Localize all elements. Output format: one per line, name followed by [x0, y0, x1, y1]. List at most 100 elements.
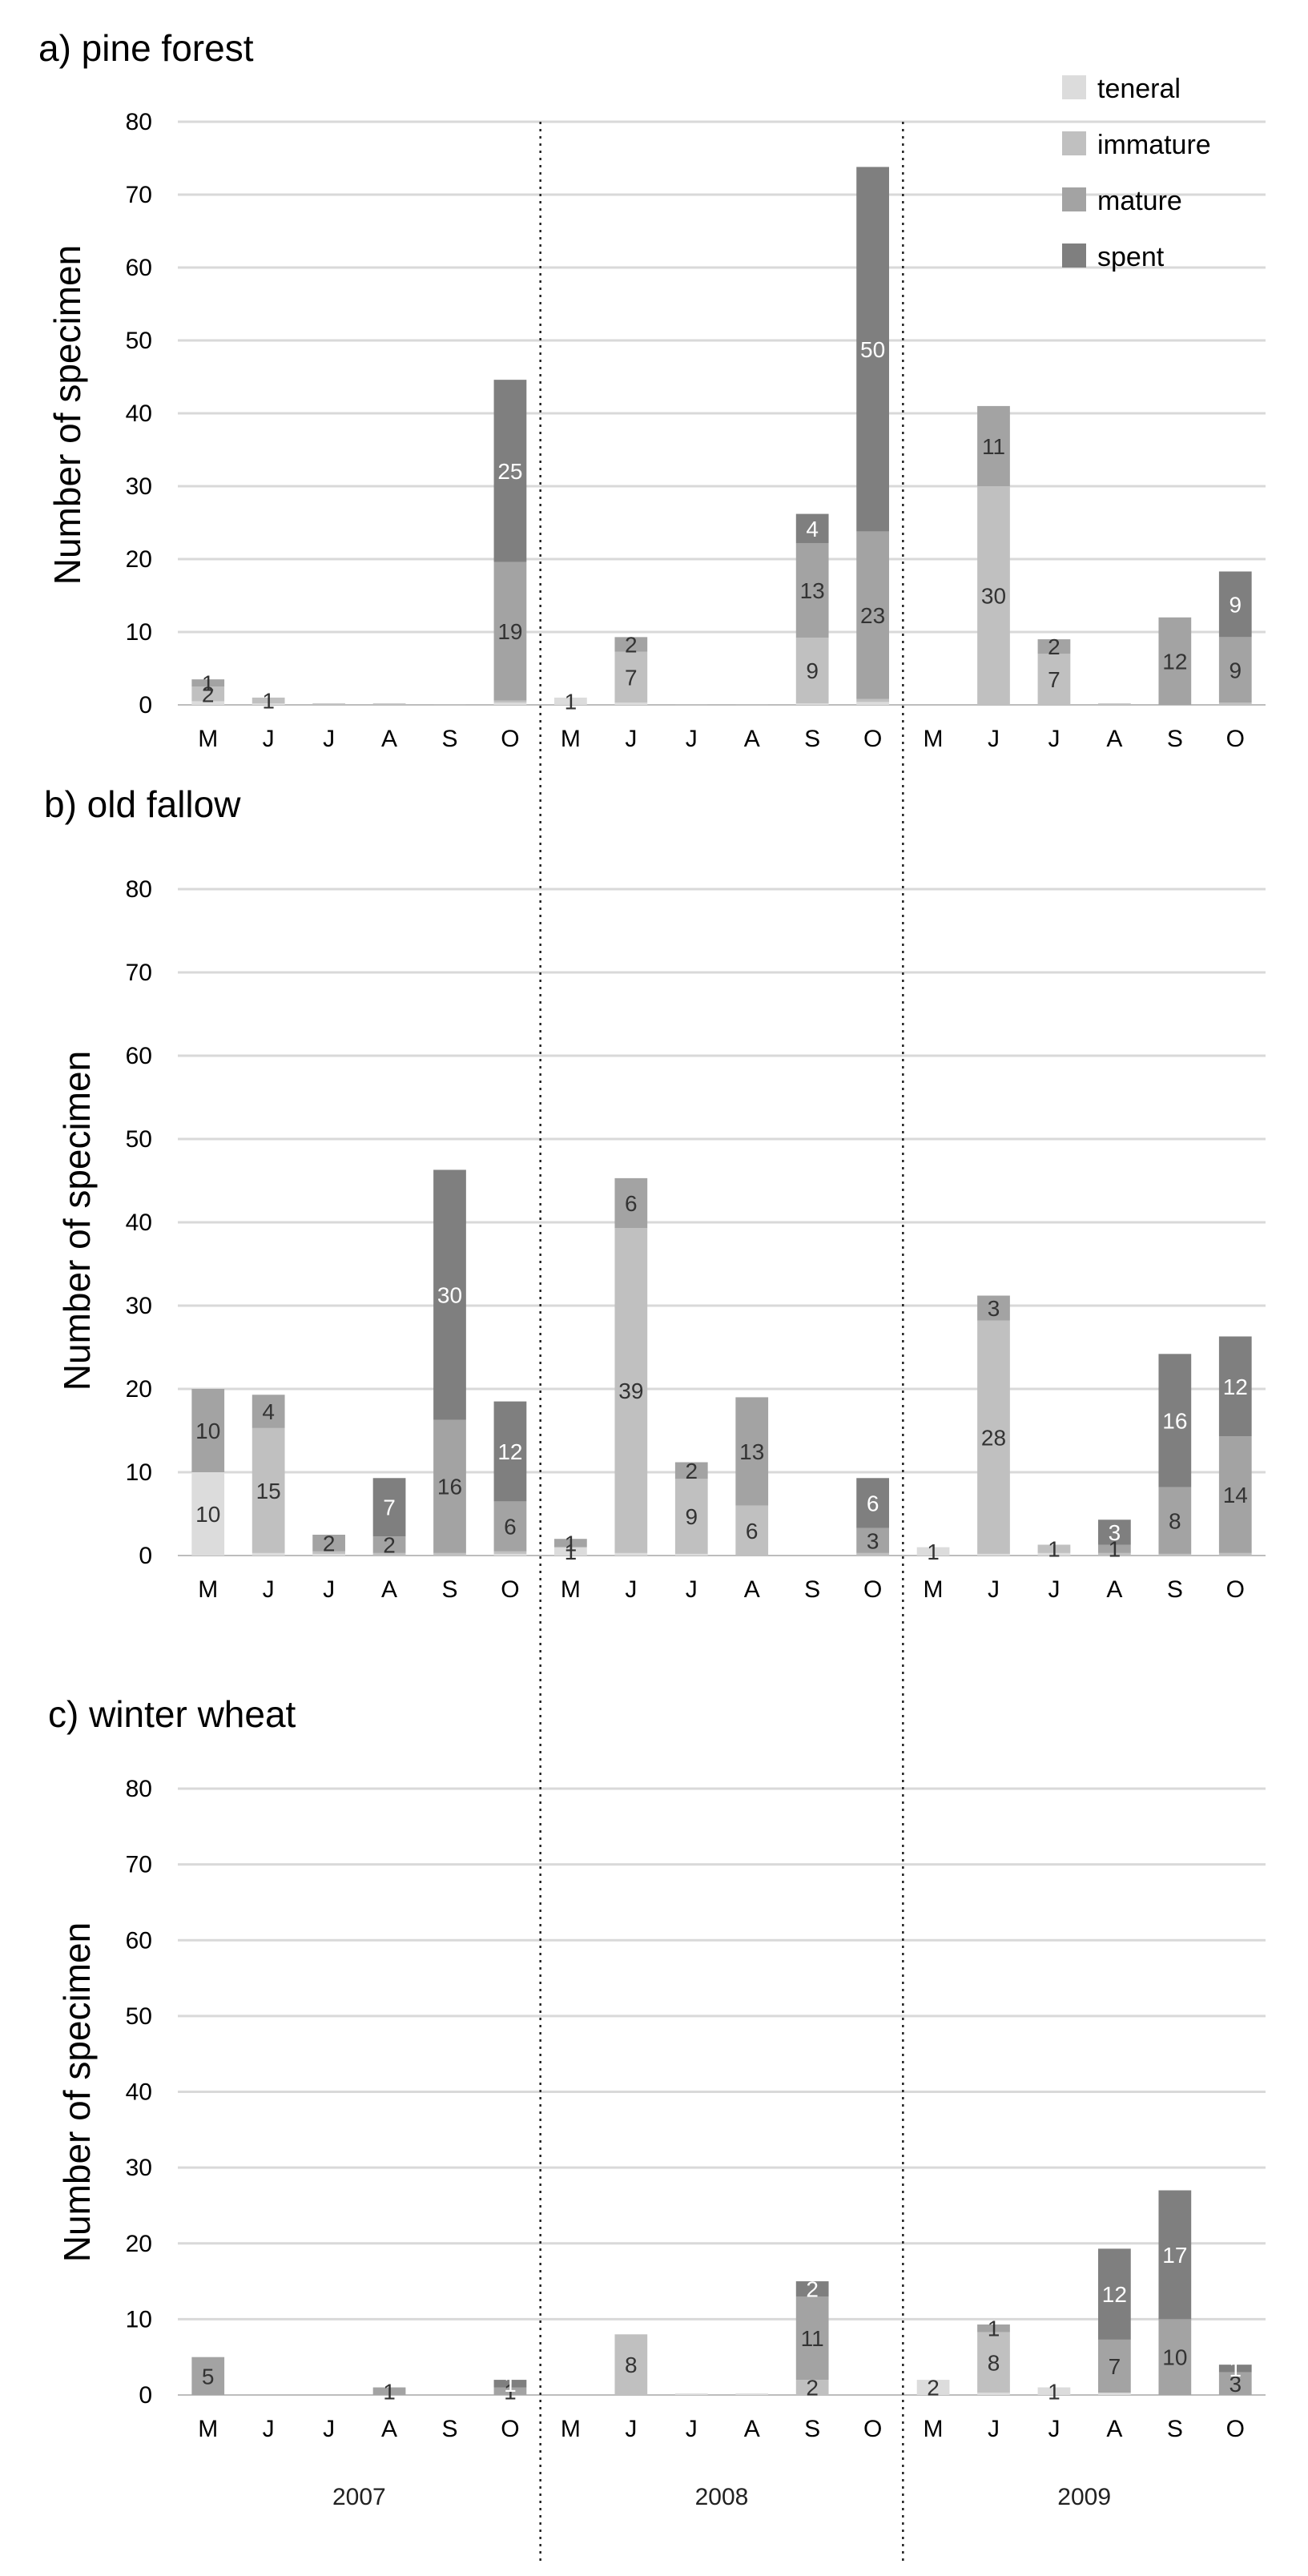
data-label: 10 — [1162, 2345, 1187, 2370]
x-tick-label: A — [381, 1576, 397, 1603]
data-label: 9 — [1229, 658, 1242, 682]
panel-title: a) pine forest — [38, 27, 254, 69]
bar-segment-immature — [433, 704, 466, 706]
data-label: 1 — [202, 671, 215, 696]
year-label: 2007 — [332, 2484, 386, 2510]
bar-segment-mature — [795, 2296, 829, 2381]
data-label: 2 — [202, 682, 215, 706]
x-tick-label: J — [1048, 726, 1060, 752]
data-label: 1 — [565, 1531, 578, 1556]
data-label: 15 — [256, 1479, 281, 1503]
x-tick-label: J — [988, 726, 1000, 752]
data-label: 1 — [988, 2316, 1000, 2341]
data-label: 11 — [982, 434, 1005, 459]
bar-segment-immature — [614, 1228, 648, 1553]
bar-segment-mature — [674, 1462, 708, 1479]
bar-segment-teneral — [493, 1553, 527, 1556]
bar-segment-immature — [856, 698, 889, 702]
x-tick-label: J — [323, 1576, 335, 1603]
y-tick-label: 10 — [126, 619, 152, 646]
bar-segment-immature — [433, 1552, 466, 1556]
bar-segment-teneral — [191, 1472, 225, 1556]
bar-segment-mature — [312, 1535, 345, 1552]
x-tick-label: S — [804, 726, 820, 752]
data-label: 12 — [1223, 1375, 1248, 1399]
bar-segment-immature — [735, 1505, 769, 1556]
data-label: 25 — [497, 459, 522, 484]
y-tick-label: 40 — [126, 1210, 152, 1236]
bar-segment-spent — [1158, 1354, 1192, 1487]
bar-segment-mature — [1098, 1544, 1131, 1553]
bar-segment-teneral — [856, 702, 889, 705]
bar-segment-mature — [433, 1419, 466, 1553]
x-tick-label: J — [625, 726, 637, 752]
bar-segment-immature — [1037, 654, 1071, 705]
bar-segment-immature — [977, 486, 1010, 705]
data-label: 19 — [497, 619, 522, 644]
x-tick-label: M — [924, 726, 944, 752]
year-label: 2008 — [695, 2484, 749, 2510]
data-label: 1 — [383, 2379, 396, 2404]
bar-segment-mature — [1098, 2339, 1131, 2393]
bar-segment-teneral — [191, 701, 225, 705]
bar-segment-immature — [674, 1479, 708, 1554]
bar-segment-mature — [1218, 637, 1252, 703]
x-tick-label: A — [744, 1576, 760, 1603]
data-label: 1 — [927, 1540, 940, 1564]
data-label: 9 — [685, 1504, 698, 1529]
bar-segment-spent — [1098, 2248, 1131, 2340]
bar-segment-mature — [856, 531, 889, 699]
y-tick-label: 0 — [139, 692, 152, 718]
x-tick-label: S — [804, 2416, 820, 2442]
legend-swatch-spent — [1062, 244, 1086, 268]
data-label: 5 — [202, 2364, 215, 2389]
bar-segment-immature — [312, 1551, 345, 1554]
y-axis-label: Number of specimen — [56, 1922, 98, 2262]
y-tick-label: 60 — [126, 1043, 152, 1069]
x-tick-label: J — [625, 2416, 637, 2442]
bar-segment-spent — [1158, 2190, 1192, 2320]
x-tick-label: J — [1048, 1576, 1060, 1603]
x-tick-label: A — [381, 726, 397, 752]
x-tick-label: M — [561, 2416, 581, 2442]
bar-segment-mature — [372, 2387, 406, 2395]
bar-segment-teneral — [1037, 2387, 1071, 2395]
bar-segment-mature — [977, 405, 1010, 486]
bar-segment-immature — [493, 1551, 527, 1554]
x-tick-label: O — [501, 726, 519, 752]
data-label: 11 — [801, 2326, 824, 2351]
x-tick-label: M — [924, 1576, 944, 1603]
x-tick-label: M — [561, 726, 581, 752]
data-label: 12 — [1102, 2282, 1127, 2307]
data-label: 13 — [800, 578, 825, 603]
x-tick-label: J — [323, 726, 335, 752]
x-tick-label: O — [863, 2416, 882, 2442]
y-tick-label: 70 — [126, 1852, 152, 1878]
x-tick-label: S — [1167, 1576, 1183, 1603]
x-tick-label: J — [263, 2416, 275, 2442]
bar-segment-immature — [977, 2332, 1010, 2393]
x-tick-label: J — [323, 2416, 335, 2442]
y-axis-label: Number of specimen — [46, 245, 88, 585]
bar-segment-teneral — [674, 1553, 708, 1556]
y-axis-label: Number of specimen — [56, 1051, 98, 1391]
bar-segment-teneral — [252, 703, 285, 705]
data-label: 2 — [806, 2376, 819, 2401]
bar-segment-teneral — [493, 702, 527, 705]
bar-segment-spent — [1098, 1519, 1131, 1545]
data-label: 2 — [625, 632, 638, 657]
bar-segment-spent — [372, 1478, 406, 1537]
bar-segment-mature — [191, 679, 225, 687]
bar-segment-teneral — [735, 2393, 769, 2395]
bar-segment-immature — [1037, 1544, 1071, 1553]
bar-segment-immature — [674, 704, 708, 706]
x-tick-label: O — [501, 1576, 519, 1603]
y-tick-label: 0 — [139, 2382, 152, 2409]
data-label: 2 — [806, 2277, 819, 2302]
x-tick-label: O — [1226, 726, 1245, 752]
x-tick-label: A — [1106, 2416, 1122, 2442]
data-label: 4 — [262, 1399, 275, 1424]
data-label: 16 — [437, 1475, 462, 1499]
x-tick-label: A — [744, 726, 760, 752]
data-label: 2 — [927, 2376, 940, 2401]
